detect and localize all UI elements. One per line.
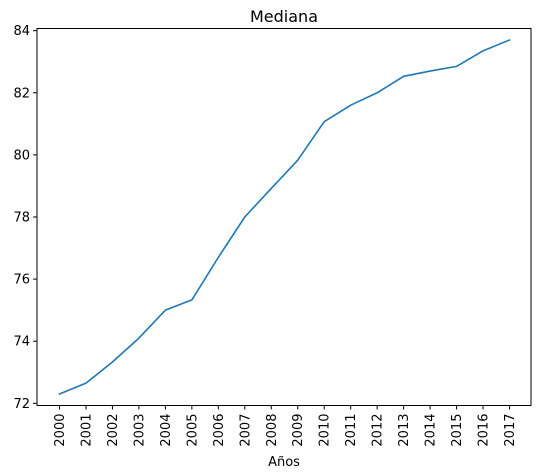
x-tick-label: 2014 (424, 414, 439, 447)
y-tick-label: 72 (13, 397, 30, 412)
plot-frame (36, 28, 532, 406)
chart-title: Mediana (250, 7, 318, 26)
x-tick-label: 2008 (265, 414, 280, 447)
x-tick-label: 2003 (132, 414, 147, 447)
x-tick-label: 2002 (106, 414, 121, 447)
x-tick-label: 2006 (212, 414, 227, 447)
x-tick-label: 2017 (503, 414, 518, 447)
x-tick-label: 2013 (397, 414, 412, 447)
x-tick-label: 2004 (159, 414, 174, 447)
series-line-0 (58, 38, 511, 396)
y-tick-label: 82 (13, 86, 30, 101)
x-tick-label: 2009 (291, 414, 306, 447)
y-tick-label: 84 (13, 24, 30, 39)
x-tick-label: 2001 (79, 414, 94, 447)
x-axis-label: Años (268, 455, 300, 470)
x-axis: 2000 2001 2002 2003 2004 2005 2006 2007 2008 2009… (53, 405, 518, 447)
x-tick-label: 2005 (185, 414, 200, 447)
y-tick-label: 80 (13, 148, 30, 163)
x-tick-label: 2015 (450, 414, 465, 447)
y-axis: 72 74 76 78 80 82 84 (13, 24, 37, 412)
y-tick-label: 74 (13, 335, 30, 350)
plot-area (58, 38, 511, 396)
x-tick-label: 2012 (371, 414, 386, 447)
x-tick-label: 2011 (344, 414, 359, 447)
x-tick-label: 2016 (477, 414, 492, 447)
x-tick-label: 2010 (318, 414, 333, 447)
y-tick-label: 78 (13, 211, 30, 226)
x-tick-label: 2000 (53, 414, 68, 447)
x-tick-label: 2007 (238, 414, 253, 447)
y-tick-label: 76 (13, 273, 30, 288)
